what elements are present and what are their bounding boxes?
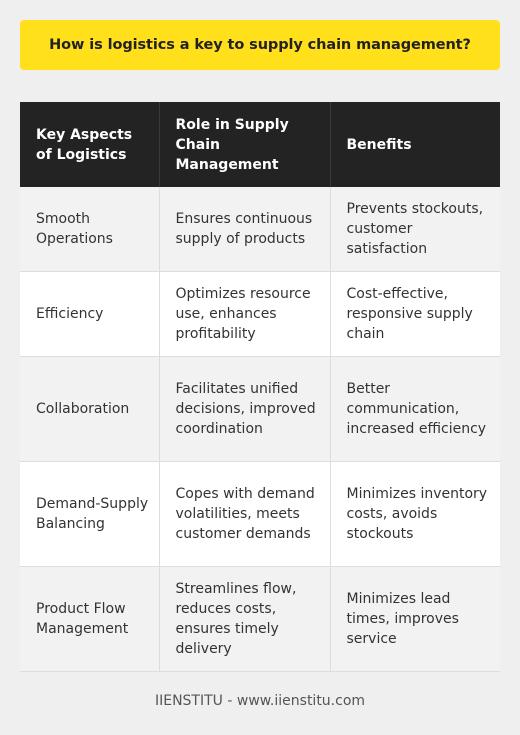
cell-aspect: Product Flow Management [20, 566, 160, 672]
footer-credit: IIENSTITU - www.iienstitu.com [154, 693, 366, 709]
header-benefits: Benefits [330, 102, 500, 187]
cell-aspect: Demand-Supply Balancing [20, 461, 160, 567]
table-row: Collaboration Facilitates unified decisi… [20, 356, 500, 462]
cell-benefit: Prevents stockouts, customer satisfactio… [330, 187, 500, 272]
cell-role: Copes with demand volatilities, meets cu… [159, 461, 331, 567]
cell-role: Ensures continuous supply of products [159, 187, 331, 272]
header-key-aspects: Key Aspects of Logistics [20, 102, 160, 187]
cell-role: Optimizes resource use, enhances profita… [159, 271, 331, 357]
table-row: Product Flow Management Streamlines flow… [20, 566, 500, 672]
cell-role: Facilitates unified decisions, improved … [159, 356, 331, 462]
cell-benefit: Cost-effective, responsive supply chain [330, 271, 500, 357]
header-role: Role in Supply Chain Management [159, 102, 331, 187]
cell-benefit: Minimizes inventory costs, avoids stocko… [330, 461, 500, 567]
table-header-row: Key Aspects of Logistics Role in Supply … [20, 102, 500, 187]
logistics-table: Key Aspects of Logistics Role in Supply … [20, 102, 500, 672]
cell-aspect: Efficiency [20, 271, 160, 357]
title-banner: How is logistics a key to supply chain m… [20, 20, 500, 70]
cell-role: Streamlines flow, reduces costs, ensures… [159, 566, 331, 672]
table-row: Smooth Operations Ensures continuous sup… [20, 187, 500, 272]
cell-aspect: Smooth Operations [20, 187, 160, 272]
table-row: Demand-Supply Balancing Copes with deman… [20, 461, 500, 567]
cell-benefit: Better communication, increased efficien… [330, 356, 500, 462]
table-row: Efficiency Optimizes resource use, enhan… [20, 271, 500, 357]
cell-aspect: Collaboration [20, 356, 160, 462]
page-title: How is logistics a key to supply chain m… [49, 37, 471, 53]
cell-benefit: Minimizes lead times, improves service [330, 566, 500, 672]
